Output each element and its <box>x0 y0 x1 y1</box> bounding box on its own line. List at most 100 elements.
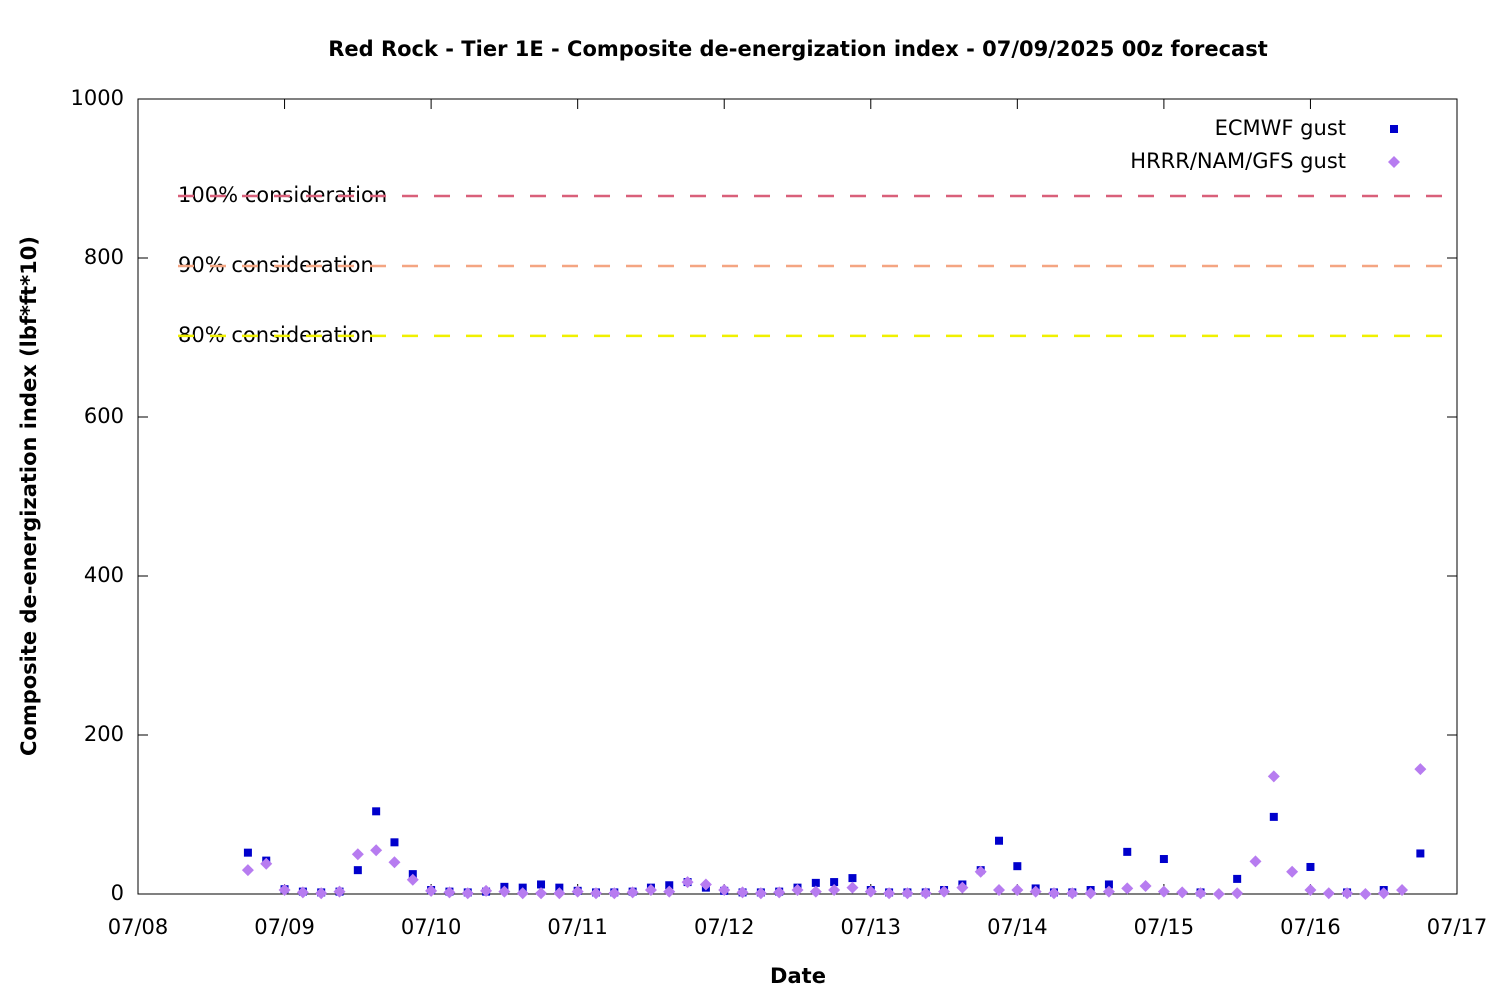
chart-title: Red Rock - Tier 1E - Composite de-energi… <box>328 37 1268 61</box>
point <box>1286 865 1299 878</box>
point <box>1029 885 1042 898</box>
plot-frame <box>137 98 1458 895</box>
point <box>1212 888 1225 900</box>
point <box>390 838 399 847</box>
point <box>370 844 383 857</box>
point <box>461 887 474 900</box>
x-tick-label: 07/09 <box>254 915 315 939</box>
point <box>626 886 639 899</box>
point <box>537 880 546 889</box>
y-tick-label: 400 <box>84 563 124 587</box>
point <box>1139 880 1152 893</box>
point <box>848 874 857 883</box>
point <box>811 878 820 887</box>
point <box>296 886 309 899</box>
point <box>736 886 749 899</box>
point <box>1304 884 1317 897</box>
point <box>1306 862 1315 871</box>
point <box>1159 855 1168 864</box>
x-tick-label: 07/08 <box>108 915 169 939</box>
point <box>1269 812 1278 821</box>
point <box>1249 855 1262 868</box>
point <box>315 887 328 900</box>
point <box>974 865 987 878</box>
point <box>1157 885 1170 898</box>
point <box>1104 880 1113 889</box>
point <box>1341 887 1354 900</box>
point <box>372 807 381 816</box>
y-tick-label: 600 <box>84 404 124 428</box>
point <box>241 864 254 877</box>
point <box>571 885 584 898</box>
point <box>1377 887 1390 900</box>
x-tick-label: 07/15 <box>1134 915 1195 939</box>
point <box>846 881 859 894</box>
point <box>1084 887 1097 900</box>
x-tick-label: 07/10 <box>401 915 462 939</box>
point <box>864 885 877 898</box>
y-tick-label: 1000 <box>71 86 124 110</box>
point <box>644 884 657 897</box>
point <box>1231 887 1244 900</box>
legend-marker <box>1390 125 1398 133</box>
point <box>956 881 969 894</box>
point <box>1176 886 1189 899</box>
y-tick-label: 800 <box>84 245 124 269</box>
point <box>535 887 548 900</box>
point <box>1267 770 1280 783</box>
point <box>353 866 362 875</box>
point <box>791 884 804 897</box>
point <box>938 885 951 898</box>
point <box>425 884 438 897</box>
point <box>388 856 401 869</box>
x-tick-label: 07/11 <box>547 915 608 939</box>
point <box>351 848 364 861</box>
point <box>828 884 841 897</box>
legend-label: ECMWF gust <box>1215 116 1346 140</box>
point <box>278 884 291 897</box>
point <box>754 887 767 900</box>
point <box>830 878 839 887</box>
point <box>1396 884 1409 897</box>
point <box>1416 849 1425 858</box>
x-tick-label: 07/16 <box>1280 915 1341 939</box>
point <box>333 885 346 898</box>
point <box>480 884 493 897</box>
point <box>993 884 1006 897</box>
point <box>809 885 822 898</box>
point <box>681 876 694 889</box>
point <box>1322 887 1335 900</box>
point <box>1194 887 1207 900</box>
point <box>1123 847 1132 856</box>
point <box>260 857 273 870</box>
point <box>1066 887 1079 900</box>
legend-label: HRRR/NAM/GFS gust <box>1130 149 1346 173</box>
point <box>901 887 914 900</box>
point <box>718 884 731 897</box>
point <box>1359 888 1372 900</box>
point <box>589 887 602 900</box>
point <box>498 885 511 898</box>
point <box>995 836 1004 845</box>
point <box>1013 862 1022 871</box>
x-tick-label: 07/14 <box>987 915 1048 939</box>
point <box>773 886 786 899</box>
legend-marker <box>1388 156 1400 168</box>
point <box>665 881 674 890</box>
point <box>1233 874 1242 883</box>
y-tick-label: 200 <box>84 722 124 746</box>
point <box>516 887 529 900</box>
point <box>1011 884 1024 897</box>
x-axis-label: Date <box>770 964 826 988</box>
x-tick-label: 07/17 <box>1427 915 1488 939</box>
y-tick-label: 0 <box>111 881 124 905</box>
point <box>699 878 712 891</box>
y-axis-label: Composite de-energization index (lbf*ft*… <box>17 236 41 756</box>
point <box>663 885 676 898</box>
x-tick-label: 07/12 <box>694 915 755 939</box>
point <box>553 887 566 900</box>
point <box>919 887 932 900</box>
point <box>1414 763 1427 776</box>
point <box>406 873 419 886</box>
